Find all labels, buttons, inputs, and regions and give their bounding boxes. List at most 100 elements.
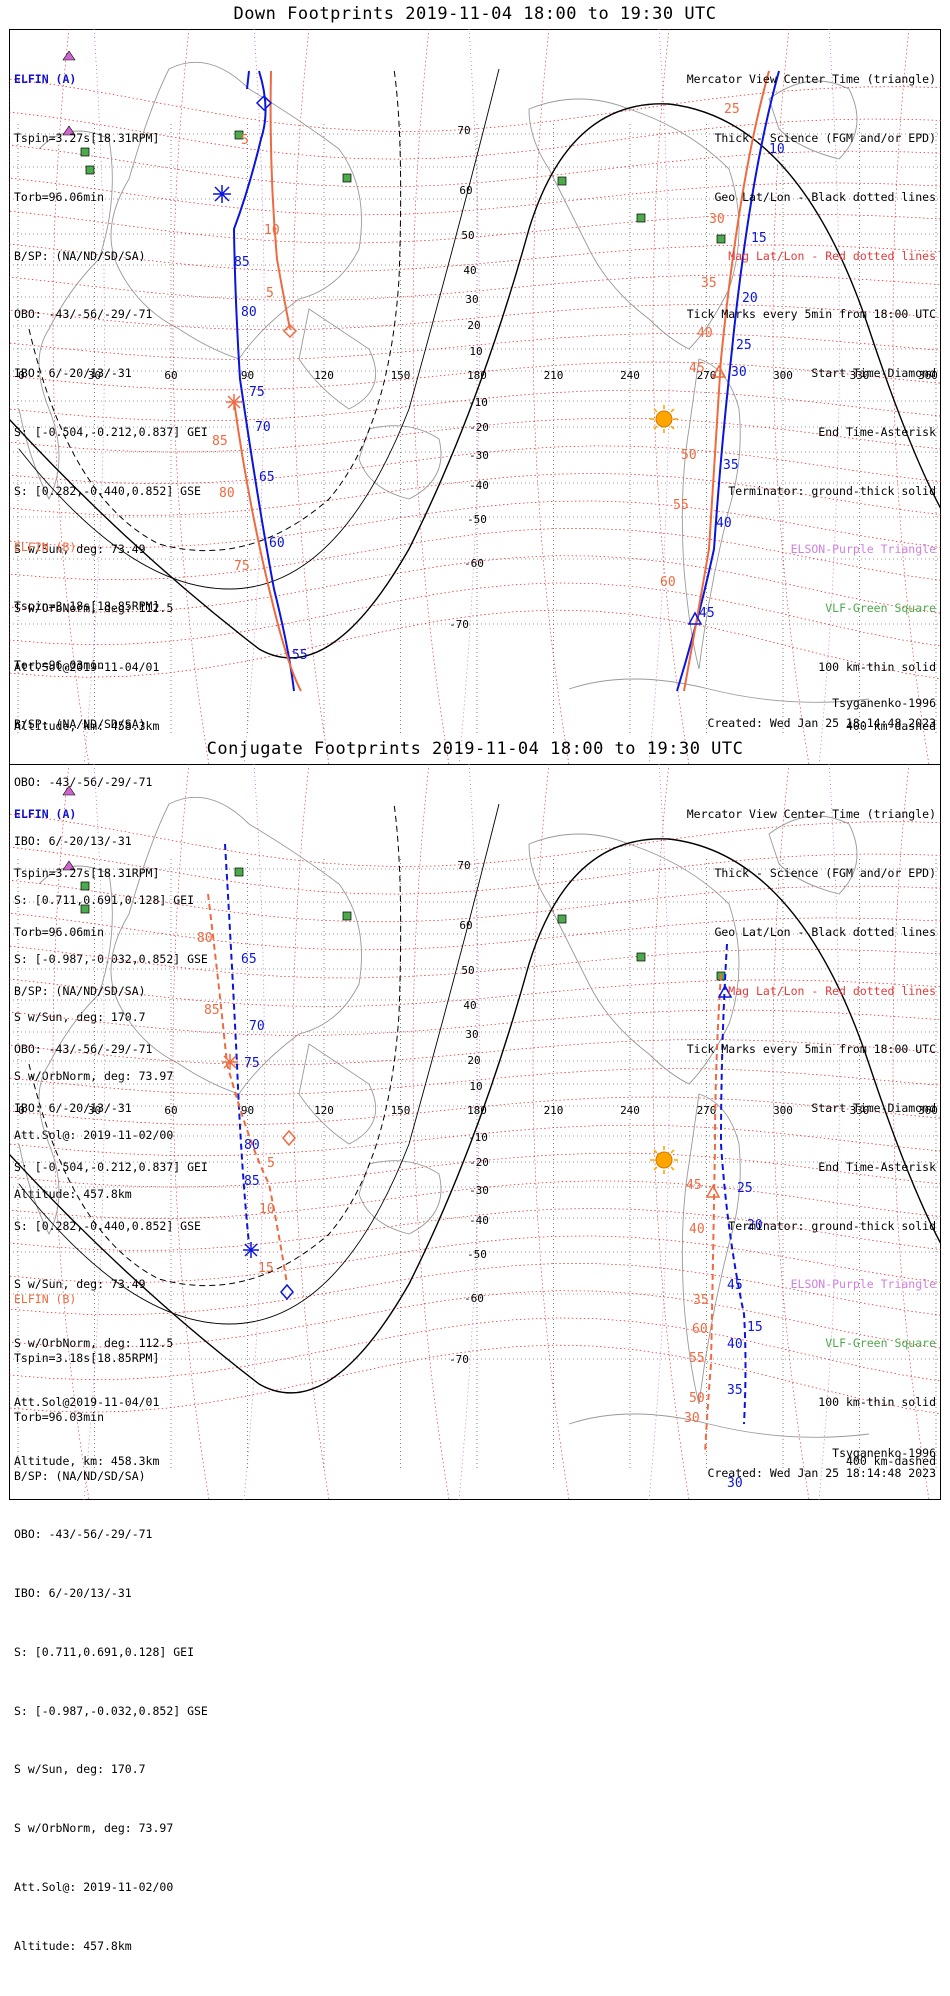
elfin-a-tick-label: 80 xyxy=(244,1138,260,1153)
elfin-b-tick-label: 85 xyxy=(212,434,228,449)
vlf-station-square xyxy=(234,867,244,877)
elfin-b-start-diamond xyxy=(282,1129,296,1147)
elfin-a-track xyxy=(676,70,780,692)
elfin-a-tick-label: 15 xyxy=(747,1320,763,1335)
info-line: IBO: 6/-20/13/-31 xyxy=(14,1586,132,1601)
legend-item: ELSON-Purple Triangle xyxy=(790,542,936,557)
elfin-b-track xyxy=(207,893,288,1285)
legend-item: Mercator View Center Time (triangle) xyxy=(686,72,936,87)
mag-longitude-line xyxy=(892,29,930,765)
mag-latitude-line xyxy=(9,417,941,453)
mag-latitude-line xyxy=(9,1317,941,1382)
mag-longitude-line xyxy=(652,29,690,765)
terminator-100km xyxy=(18,803,500,1325)
legend-item: 400 km-dashed xyxy=(845,718,936,733)
elfin-b-track xyxy=(683,70,770,692)
longitude-label: 360 xyxy=(918,369,938,382)
info-line: S: [-0.504,-0.212,0.837] GEI xyxy=(14,424,208,439)
longitude-label: 300 xyxy=(773,369,793,382)
elfin-a-tick-label: 60 xyxy=(269,536,285,551)
mag-latitude-line xyxy=(9,111,941,160)
elson-triangle xyxy=(62,860,76,871)
longitude-label: 180 xyxy=(467,369,487,382)
vlf-station-square xyxy=(636,952,646,962)
elfin-a-tick-label: 65 xyxy=(241,952,257,967)
vlf-station-square xyxy=(557,914,567,924)
elfin-b-tick-label: 30 xyxy=(709,212,725,227)
elson-triangle xyxy=(62,125,76,136)
coastline xyxy=(18,130,113,501)
elson-meridian xyxy=(818,764,840,1500)
longitude-label: 120 xyxy=(314,369,334,382)
latitude-label: -20 xyxy=(469,421,489,434)
info-line: S w/OrbNorm, deg: 73.97 xyxy=(14,1069,174,1084)
coastline xyxy=(358,1160,442,1235)
vlf-station-square xyxy=(80,881,90,891)
elfin-a-start-diamond xyxy=(255,94,273,112)
vlf-station-square xyxy=(557,176,567,186)
terminator-ground xyxy=(9,103,941,659)
legend-item: Geo Lat/Lon - Black dotted lines xyxy=(714,924,936,939)
mag-longitude-line xyxy=(532,29,570,765)
longitude-label: 240 xyxy=(620,369,640,382)
elson-meridian xyxy=(818,29,840,765)
elfin-b-tick-label: 10 xyxy=(259,1202,275,1217)
coastline xyxy=(358,425,442,500)
legend-item: Terminator: ground-thick solid xyxy=(728,483,936,498)
longitude-label: 30 xyxy=(88,1104,101,1117)
latitude-label: 70 xyxy=(457,859,470,872)
model-label: Tsyganenko-1996 xyxy=(832,1446,936,1460)
coastline xyxy=(18,865,113,1236)
mag-latitude-line xyxy=(9,1068,941,1095)
elfin-b-tick-label: 5 xyxy=(267,1156,275,1171)
info-line: B/SP: (NA/ND/SD/SA) xyxy=(14,248,146,263)
coastline xyxy=(768,815,858,895)
terminator-400km xyxy=(28,803,402,1287)
mag-longitude-line xyxy=(52,29,90,765)
elfin-a-center-triangle xyxy=(687,611,703,625)
mag-latitude-line xyxy=(9,582,941,647)
elfin-a-info-down: ELFIN (A) Tspin=3.27s[18.31RPM] Torb=96.… xyxy=(14,31,208,776)
info-line: S: [-0.987,-0.032,0.852] GSE xyxy=(14,951,208,966)
mag-longitude-line xyxy=(892,764,930,1500)
legend-item: Geo Lat/Lon - Black dotted lines xyxy=(714,189,936,204)
mag-longitude-line xyxy=(172,29,210,765)
longitude-label: 150 xyxy=(391,1104,411,1117)
legend-item: Mag Lat/Lon - Red dotted lines xyxy=(728,248,936,263)
coastline xyxy=(568,678,870,703)
mag-latitude-line xyxy=(9,389,941,422)
elson-triangle xyxy=(62,785,76,796)
elfin-a-end-asterisk xyxy=(244,1243,258,1257)
legend-item: ELSON-Purple Triangle xyxy=(790,1277,936,1292)
elfin-b-info-conjugate: ELFIN (B) Tspin=3.18s[18.85RPM] Torb=96.… xyxy=(14,1251,208,1996)
elfin-b-tick-label: 25 xyxy=(724,102,740,117)
elson-meridian xyxy=(458,764,480,1500)
elson-meridian xyxy=(83,764,105,1500)
latitude-label: 50 xyxy=(461,229,474,242)
latitude-label: -30 xyxy=(469,449,489,462)
legend-item: 100 km-thin solid xyxy=(818,1395,936,1409)
latitude-label: 40 xyxy=(463,264,476,277)
mag-latitude-line xyxy=(9,144,941,188)
latitude-label: -50 xyxy=(467,513,487,526)
latitude-label: -60 xyxy=(464,557,484,570)
mag-latitude-line xyxy=(9,1096,941,1126)
info-line: S w/Sun, deg: 170.7 xyxy=(14,1762,146,1777)
elfin-b-tick-label: 10 xyxy=(264,223,280,238)
legend-item: VLF-Green Square xyxy=(825,1336,936,1351)
elfin-a-tick-label: 25 xyxy=(737,1181,753,1196)
elfin-b-tick-label: 15 xyxy=(258,1261,274,1276)
mag-longitude-line xyxy=(412,764,450,1500)
elfin-b-tick-label: 55 xyxy=(689,1351,705,1366)
elfin-a-tick-label: 40 xyxy=(727,1337,743,1352)
mag-latitude-line xyxy=(9,846,941,895)
longitude-label: 270 xyxy=(697,369,717,382)
longitude-label: 30 xyxy=(88,369,101,382)
mag-latitude-line xyxy=(9,978,941,1007)
mag-longitude-line xyxy=(772,764,810,1500)
elfin-a-tick-label: 65 xyxy=(259,470,275,485)
info-line: OBO: -43/-56/-29/-71 xyxy=(14,1042,153,1057)
longitude-label: 330 xyxy=(850,1104,870,1117)
latitude-label: 20 xyxy=(467,319,480,332)
elfin-b-tick-label: 50 xyxy=(689,1391,705,1406)
